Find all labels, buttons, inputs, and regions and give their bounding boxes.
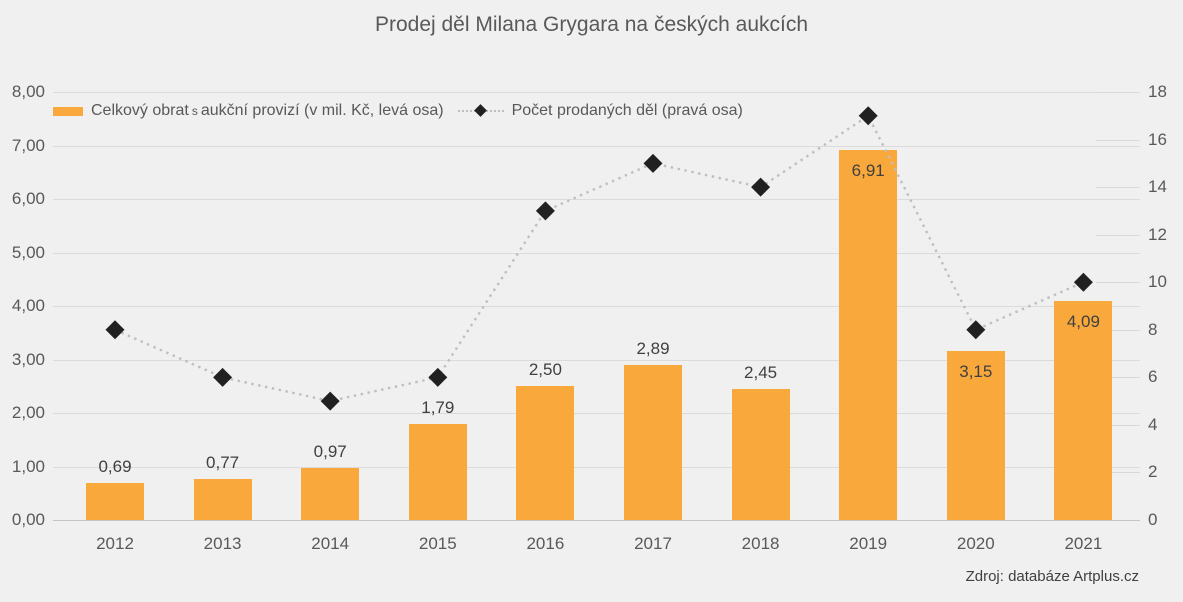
gridline (53, 92, 1140, 93)
gridline (53, 252, 1140, 254)
x-axis-tick-label: 2015 (418, 534, 457, 553)
y-axis-left-tick-label: 3,00 (11, 349, 45, 369)
right-axis-tick (1096, 377, 1140, 379)
diamond-icon (473, 104, 487, 117)
plot-area: 0,69 0,77 0,97 1,79 2,50 2,89 2,45 6,91 3,15 4,09 (53, 92, 1140, 521)
bar (193, 478, 252, 520)
y-axis-right-tick-label: 14 (1148, 177, 1167, 197)
bar (408, 424, 467, 520)
diamond-marker (320, 391, 340, 411)
y-axis-right-tick-label: 6 (1148, 367, 1158, 387)
y-axis-right-tick-label: 2 (1148, 462, 1158, 482)
dotted-line-series (114, 114, 1084, 403)
diamond-marker (751, 177, 771, 197)
gridline (53, 466, 1140, 468)
bar (1054, 301, 1113, 520)
gridline (53, 306, 1140, 307)
bar (839, 150, 898, 520)
x-axis-tick-label: 2016 (526, 534, 565, 553)
bar (301, 468, 360, 520)
x-axis-tick-label: 2018 (741, 534, 780, 553)
diamond-marker (858, 106, 878, 126)
y-axis-left-tick-label: 0,00 (11, 510, 45, 529)
x-axis-tick-label: 2013 (203, 534, 242, 553)
y-axis-left-tick-label: 5,00 (11, 242, 45, 262)
x-axis-tick-label: 2020 (956, 534, 995, 553)
y-axis-left-tick-label: 2,00 (11, 403, 45, 422)
y-axis-right-tick-label: 12 (1148, 224, 1167, 244)
bar-value-label: 2,89 (636, 339, 670, 359)
bar (731, 388, 790, 520)
y-axis-left-tick-label: 8,00 (11, 82, 45, 101)
gridline (53, 145, 1140, 147)
x-axis-tick-label: 2014 (311, 534, 350, 553)
right-axis-tick (1096, 424, 1140, 426)
diamond-marker (643, 153, 663, 173)
y-axis-right-tick-label: 4 (1148, 414, 1158, 434)
legend: Celkový obrat s aukční provizí (v mil. Kč,… (53, 102, 743, 120)
right-axis-tick (1096, 282, 1140, 284)
gridline (53, 413, 1140, 414)
y-axis-left-tick-label: 1,00 (11, 456, 45, 476)
bar (86, 483, 144, 520)
source-note: Zdroj: databáze Artplus.cz (965, 568, 1139, 585)
right-axis-tick (1096, 329, 1140, 331)
x-axis-tick-label: 2012 (96, 534, 134, 553)
right-axis-tick (1096, 139, 1140, 141)
right-axis-tick (1096, 234, 1140, 236)
right-axis-tick (1096, 187, 1140, 189)
y-axis-right-tick-label: 10 (1148, 272, 1167, 292)
y-axis-right-tick-label: 18 (1148, 82, 1167, 101)
y-axis-left-tick-label: 4,00 (11, 296, 45, 315)
legend-bar-label: Celkový obrat s aukční provizí (v mil. Kč,… (91, 102, 444, 119)
bar-value-label: 0,69 (98, 457, 132, 477)
right-axis-tick (1096, 92, 1140, 93)
chart-title: Prodej děl Milana Grygara na českých auk… (374, 13, 809, 36)
y-axis-left-tick-label: 6,00 (11, 189, 45, 208)
bar-value-label: 1,79 (421, 398, 455, 418)
bar (516, 386, 575, 520)
legend-line-marker-icon (457, 104, 504, 117)
y-axis-left-tick-label: 7,00 (11, 135, 45, 155)
bar-value-label: 0,97 (313, 442, 347, 462)
diamond-marker (213, 367, 233, 387)
bar-value-label: 2,45 (744, 362, 778, 382)
x-axis-tick-label: 2017 (634, 534, 672, 553)
bar-value-label: 3,15 (959, 362, 993, 382)
bar-value-label: 6,91 (851, 161, 885, 181)
diamond-marker (105, 320, 125, 340)
bar-value-label: 4,09 (1066, 312, 1100, 332)
right-axis-tick (1096, 472, 1140, 474)
legend-line-label: Počet prodaných děl (pravá osa) (511, 102, 743, 119)
diamond-marker (966, 320, 986, 340)
diamond-marker (428, 367, 448, 387)
bar-value-label: 0,77 (206, 452, 240, 472)
x-axis-tick-label: 2019 (849, 534, 888, 553)
y-axis-right-tick-label: 16 (1148, 129, 1167, 149)
legend-bar-swatch-icon (53, 106, 83, 116)
gridline (53, 199, 1140, 200)
x-axis-tick-label: 2021 (1064, 534, 1103, 553)
y-axis-right-tick-label: 0 (1148, 510, 1158, 529)
x-axis-line (53, 520, 1140, 521)
diamond-marker (535, 201, 555, 221)
diamond-marker (1073, 272, 1093, 292)
bar-value-label: 2,50 (528, 360, 562, 380)
y-axis-right-tick-label: 8 (1148, 319, 1158, 339)
bar (624, 365, 682, 520)
